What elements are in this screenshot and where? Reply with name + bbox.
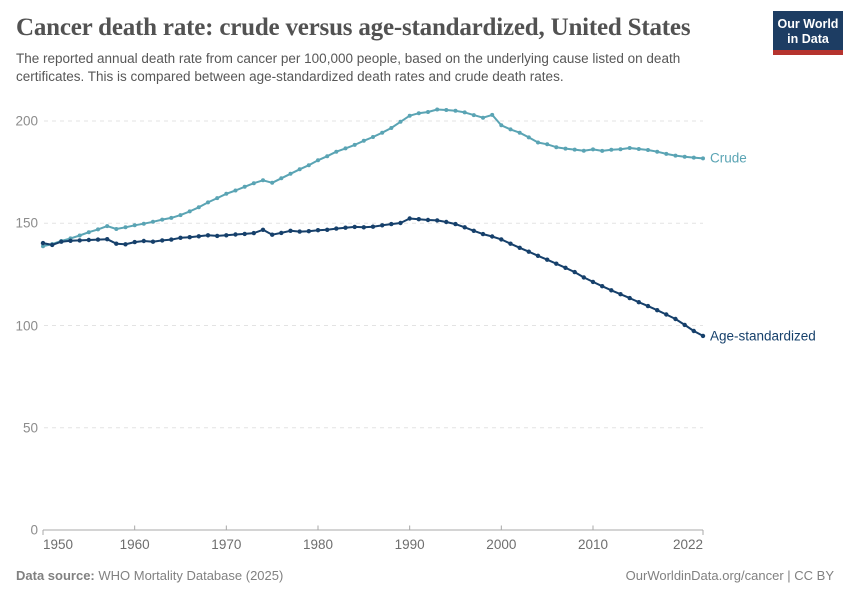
- page-title: Cancer death rate: crude versus age-stan…: [16, 14, 691, 41]
- x-axis-tick-label: 2000: [486, 537, 517, 552]
- x-axis-tick-label: 2022: [672, 537, 704, 552]
- logo-line-2: in Data: [787, 32, 829, 46]
- subtitle-line-1: The reported annual death rate from canc…: [16, 51, 681, 67]
- x-axis-tick-label: 1970: [211, 537, 242, 552]
- y-axis-tick-label: 100: [15, 318, 38, 333]
- x-axis-tick-label: 1980: [302, 537, 334, 552]
- y-axis-tick-label: 200: [15, 113, 38, 129]
- y-axis-tick-label: 50: [22, 420, 38, 436]
- x-axis-tick-label: 1950: [42, 537, 74, 552]
- data-source: Data source: WHO Mortality Database (202…: [16, 568, 283, 583]
- subtitle-line-2: certificates. This is compared between a…: [16, 69, 564, 85]
- logo-line-1: Our World: [777, 17, 839, 31]
- y-axis-tick-label: 150: [15, 215, 38, 231]
- series-label-age-standardized: Age-standardized: [710, 328, 816, 344]
- x-axis-tick-label: 1960: [119, 537, 150, 552]
- chart-header: Cancer death rate: crude versus age-stan…: [16, 12, 766, 87]
- data-source-label: Data source:: [16, 568, 95, 583]
- chart-subtitle: The reported annual death rate from canc…: [16, 50, 766, 86]
- series-label-crude: Crude: [710, 150, 747, 166]
- data-source-text: WHO Mortality Database (2025): [94, 568, 284, 583]
- x-axis-tick-label: 1990: [394, 537, 425, 552]
- owid-logo: Our World in Data: [773, 11, 843, 55]
- x-axis-tick-label: 2010: [577, 537, 609, 552]
- chart-footer: Data source: WHO Mortality Database (202…: [16, 568, 834, 583]
- y-axis-tick-label: 0: [30, 522, 38, 538]
- credit-line: OurWorldinData.org/cancer | CC BY: [625, 568, 834, 583]
